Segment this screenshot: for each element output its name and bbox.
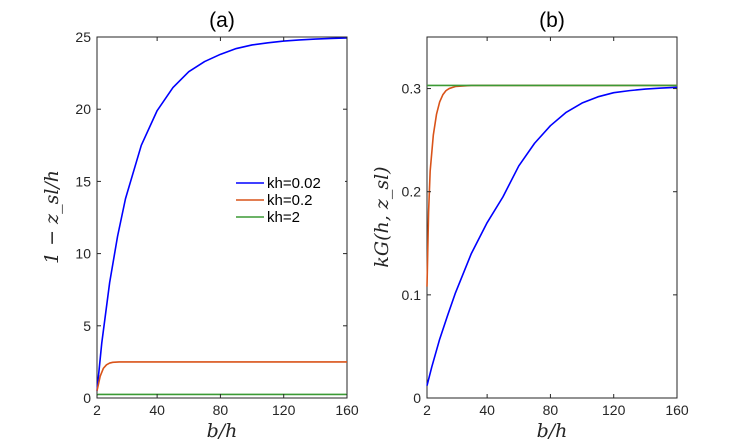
x-tick-label: 80 xyxy=(213,402,229,418)
y-tick-label: 20 xyxy=(75,101,91,117)
series-line-kh-0-2 xyxy=(96,361,347,391)
legend-label-kh-0-02: kh=0.02 xyxy=(267,175,321,192)
panel-b-y-axis-label: kG(h, z_sl) xyxy=(371,166,393,267)
y-tick-label: 15 xyxy=(75,173,91,189)
series-line-kh-0-02 xyxy=(96,37,348,391)
panel-a-series xyxy=(96,37,348,396)
panel-b-y-ticks: 0 0.1 0.2 0.3 xyxy=(402,81,677,406)
y-tick-label: 0.3 xyxy=(402,81,422,97)
y-tick-label: 0 xyxy=(413,390,421,406)
x-tick-label: 160 xyxy=(665,402,689,418)
legend-label-kh-2: kh=2 xyxy=(267,209,300,226)
panel-a-y-axis-label: 1 − z_sl/h xyxy=(41,170,63,264)
y-tick-label: 10 xyxy=(75,246,91,262)
legend-label-kh-0-2: kh=0.2 xyxy=(267,192,312,209)
x-tick-label: 120 xyxy=(602,402,626,418)
panel-b-plot-area xyxy=(426,36,678,399)
panel-a-y-ticks: 0 5 10 15 20 25 xyxy=(75,29,347,406)
x-tick-label: 120 xyxy=(272,402,296,418)
y-tick-label: 0.1 xyxy=(402,287,422,303)
x-tick-label: 2 xyxy=(423,402,431,418)
x-tick-label: 40 xyxy=(479,402,495,418)
legend: kh=0.02 kh=0.2 kh=2 xyxy=(232,171,345,229)
y-tick-label: 5 xyxy=(83,318,91,334)
y-tick-label: 0 xyxy=(83,390,91,406)
series-line-kh-0-02 xyxy=(426,86,678,386)
y-tick-label: 0.2 xyxy=(402,184,422,200)
panel-b-x-ticks: 2 40 80 120 160 xyxy=(423,37,689,418)
panel-a-x-ticks: 2 40 80 120 160 xyxy=(93,37,359,418)
panel-b-x-axis-label: b/h xyxy=(537,420,568,442)
panel-a: (a) 2 40 80 120 160 0 5 10 15 20 25 b/h 1 − z_sl/… xyxy=(41,9,359,442)
x-tick-label: 160 xyxy=(335,402,359,418)
y-tick-label: 25 xyxy=(75,29,91,45)
x-tick-label: 80 xyxy=(543,402,559,418)
panel-b-series xyxy=(426,84,678,386)
panel-b: (b) 2 40 80 120 160 0 0.1 0.2 0.3 b/h kG(h, z_s… xyxy=(371,9,689,442)
panel-b-title: (b) xyxy=(539,9,565,32)
panel-a-title: (a) xyxy=(209,9,235,32)
panel-a-x-axis-label: b/h xyxy=(207,420,238,442)
x-tick-label: 2 xyxy=(93,402,101,418)
x-tick-label: 40 xyxy=(149,402,165,418)
